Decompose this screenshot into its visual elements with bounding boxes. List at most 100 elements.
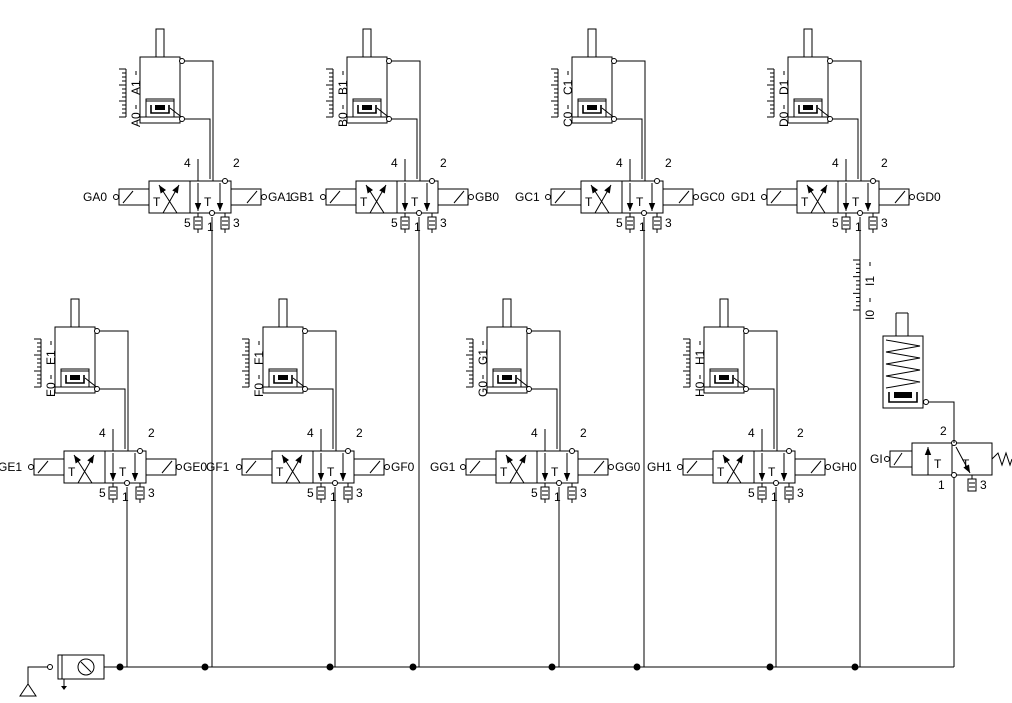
- flow-arrow-head: [604, 185, 611, 194]
- cylinder-bottom-port: [743, 386, 749, 392]
- ruler-label-high: C1: [561, 79, 575, 95]
- junction-dot: [116, 663, 124, 671]
- piston-rod: [803, 28, 813, 58]
- pipe-to-port-2: [308, 330, 337, 451]
- flow-arrow-head: [379, 185, 386, 194]
- magnet-symbol: [65, 375, 85, 384]
- magnet-core: [278, 375, 288, 380]
- piston-rod: [70, 298, 80, 328]
- port-1: [416, 210, 422, 216]
- pipe-to-port-4: [100, 388, 126, 449]
- valve-position-1: [796, 180, 839, 214]
- cylinder-bottom-port: [526, 386, 532, 392]
- valve-right-label: GA1: [268, 190, 292, 204]
- magnet-core: [70, 375, 80, 380]
- cylinder-bottom-port: [94, 386, 100, 392]
- port-2-label: 2: [881, 156, 888, 170]
- port-2-label: 2: [440, 156, 447, 170]
- cylinder-bottom-port: [302, 386, 308, 392]
- port-4-label: 4: [531, 426, 538, 440]
- muffler: [868, 216, 878, 230]
- magnet-symbol: [497, 375, 517, 384]
- valve-position-1: [355, 180, 398, 214]
- port-2-label: 2: [233, 156, 240, 170]
- cylinder-top-port: [94, 328, 100, 334]
- ruler-label-high: A1: [129, 80, 143, 95]
- flow-arrow-head: [723, 455, 731, 464]
- solenoid-diag: [161, 460, 173, 474]
- muffler: [784, 486, 794, 500]
- port-5-label: 5: [307, 486, 314, 500]
- pilot-port-right: [693, 194, 699, 200]
- flow-arrow-head: [74, 455, 82, 464]
- pilot-port-left: [113, 194, 119, 200]
- piston-rod: [587, 28, 597, 58]
- muffler: [652, 216, 662, 230]
- pilot-port-right: [825, 464, 831, 470]
- pilot-port-right: [261, 194, 267, 200]
- exhaust-t: T: [68, 465, 76, 479]
- magnet-core: [502, 375, 512, 380]
- valve-left-label: GE1: [0, 460, 22, 474]
- valve-right-label: GB0: [475, 190, 499, 204]
- solenoid-diag: [686, 460, 698, 474]
- valve-left-label: GC1: [515, 190, 540, 204]
- valve-position-2: [951, 442, 993, 476]
- flow-arrow-head: [339, 473, 347, 481]
- cylinder-top-port: [302, 328, 308, 334]
- flow-arrow-head: [820, 185, 827, 194]
- port-3-label: 3: [797, 486, 804, 500]
- exhaust-t: T: [204, 195, 212, 209]
- ruler-label-low: A0: [129, 112, 143, 127]
- muffler: [343, 486, 353, 500]
- solenoid-diag: [37, 460, 49, 474]
- port-1-label: 1: [771, 490, 778, 504]
- port-2: [569, 448, 575, 454]
- valve-right-label: GC0: [700, 190, 725, 204]
- cylinder-port: [923, 399, 929, 405]
- flow-arrow-head: [423, 203, 431, 211]
- port-1-label: 1: [330, 490, 337, 504]
- port-3-label: 3: [233, 216, 240, 230]
- pipe-to-port-4: [308, 388, 334, 449]
- valve-right-label: GE0: [183, 460, 207, 474]
- solenoid-diag: [369, 460, 381, 474]
- flow-arrow-head: [194, 203, 202, 211]
- valve-left-label: GF1: [206, 460, 230, 474]
- pilot-port-right: [176, 464, 182, 470]
- muffler: [967, 478, 977, 492]
- piston-rod: [719, 298, 729, 328]
- exhaust-t: T: [585, 195, 593, 209]
- cylinder-valve-units: A1 A0 GA0 GA1 T T 4 2 5 3 1 B1 B0 GB1 GB0 T T 4 2 5 3 1 C1 C0 GC…: [0, 28, 941, 504]
- port-5-label: 5: [832, 216, 839, 230]
- unit-C: C1 C0 GC1 GC0 T T 4 2 5 3 1: [515, 28, 725, 234]
- return-spring: [991, 451, 1012, 467]
- valve-position-1: [271, 450, 314, 484]
- exhaust-t: T: [153, 195, 161, 209]
- valve-right-label: GD0: [916, 190, 941, 204]
- solenoid-left: [889, 450, 913, 468]
- solenoid-diag: [469, 460, 481, 474]
- pipe-to-port-2: [617, 60, 646, 181]
- magnet-symbol: [150, 105, 170, 114]
- port-1-label: 1: [855, 220, 862, 234]
- port-2: [786, 448, 792, 454]
- muffler: [841, 216, 851, 230]
- cylinder-top-port: [179, 58, 185, 64]
- piston-rod: [362, 28, 372, 58]
- flow-arrow-head: [648, 203, 656, 211]
- ruler-label-high: F1: [252, 351, 266, 365]
- port-1: [556, 480, 562, 486]
- port-3-label: 3: [665, 216, 672, 230]
- junction-dot: [409, 663, 417, 671]
- exhaust-t: T: [276, 465, 284, 479]
- flow-arrow-head: [780, 473, 788, 481]
- port-2: [222, 178, 228, 184]
- junction-dot: [326, 663, 334, 671]
- muffler: [108, 486, 118, 500]
- pilot-port-left: [545, 194, 551, 200]
- cylinder-top-port: [611, 58, 617, 64]
- ruler-label-low: D0: [777, 111, 791, 127]
- spring: [885, 339, 921, 389]
- magnet-core: [587, 105, 597, 110]
